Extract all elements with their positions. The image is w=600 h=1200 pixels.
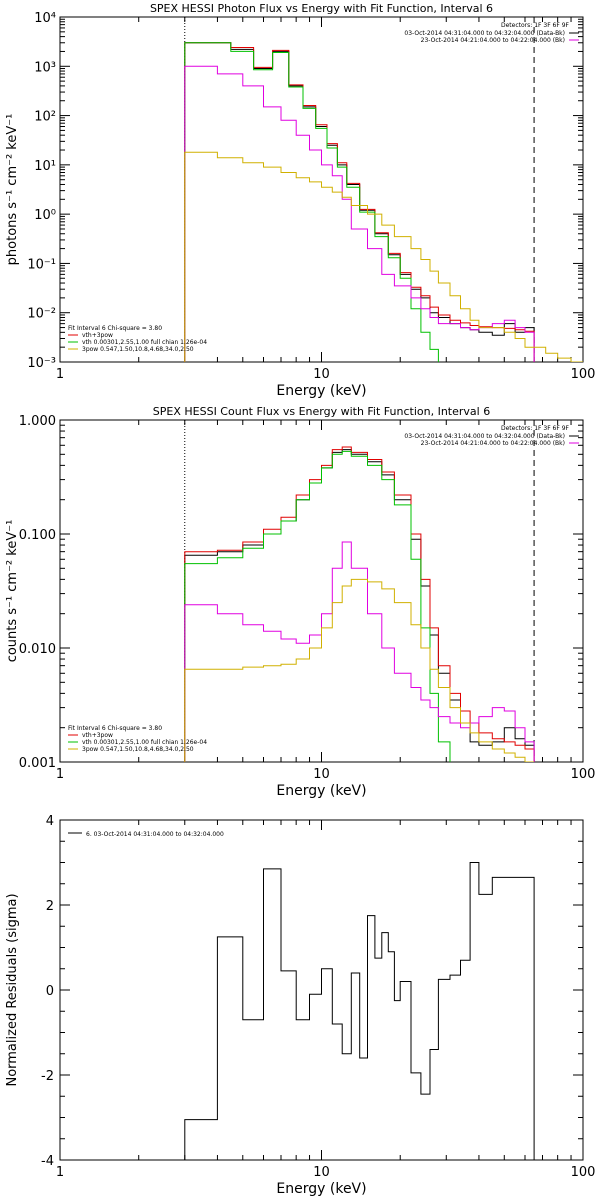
- legend-entry: 23-Oct-2014 04:21:04.000 to 04:22:04.000…: [421, 440, 565, 447]
- chart-panel-3: 1 10 100 Energy (keV) -4 -2 0 2 4 Normalized Resi…: [5, 814, 595, 1197]
- y-axis-ticks: [60, 16, 583, 363]
- y-tick-label: 1.000: [19, 414, 56, 429]
- data-series-1: [184, 862, 535, 1160]
- chart-panel-2: SPEX HESSI Count Flux vs Energy with Fit…: [5, 405, 595, 799]
- y-tick-label: 10⁻³: [27, 356, 56, 371]
- fit-legend-entry: Fit Interval 6 Chi-square = 3.80: [68, 325, 162, 332]
- y-axis-label: counts s⁻¹ cm⁻² keV⁻¹: [5, 520, 20, 663]
- data-series-2: [184, 446, 535, 762]
- y-tick-label: 10³: [34, 60, 56, 75]
- x-tick-label: 1: [56, 1165, 64, 1180]
- y-tick-label: -2: [41, 1069, 54, 1084]
- x-axis-label: Energy (keV): [276, 1181, 366, 1197]
- legend-header: Detectors: 1F 3F 6F 9F: [501, 425, 570, 432]
- y-tick-label: 0.001: [19, 756, 56, 771]
- data-series-4: [184, 541, 535, 762]
- x-tick-label: 1: [56, 767, 64, 782]
- chart-title: SPEX HESSI Photon Flux vs Energy with Fi…: [150, 2, 493, 15]
- y-tick-label: 2: [46, 899, 54, 914]
- x-tick-label: 10: [313, 367, 330, 382]
- x-tick-label: 100: [571, 1165, 596, 1180]
- x-axis-ticks: [59, 17, 584, 362]
- legend-header: Detectors: 1F 3F 6F 9F: [501, 22, 570, 29]
- chart-panel-1: SPEX HESSI Photon Flux vs Energy with Fi…: [5, 2, 595, 399]
- y-tick-label: 10⁴: [34, 11, 56, 26]
- fit-legend-entry: 3pow 0.547,1.50,10.8,4.68,34.0,2.50: [82, 746, 194, 753]
- fit-legend-entry: vth 0.00301,2.55,1.00 full chian 1.26e-0…: [82, 339, 207, 346]
- y-tick-label: 0.100: [19, 528, 56, 543]
- series-group: [184, 862, 535, 1160]
- data-series-1: [184, 449, 535, 762]
- y-tick-label: 10²: [34, 110, 56, 125]
- y-axis-ticks: [60, 419, 583, 763]
- fit-legend-entry: Fit Interval 6 Chi-square = 3.80: [68, 725, 162, 732]
- data-series-5: [184, 578, 535, 762]
- fit-legend-entry: vth+3pow: [82, 732, 113, 739]
- y-axis-label: photons s⁻¹ cm⁻² keV⁻¹: [5, 114, 20, 266]
- y-tick-label: 0: [46, 984, 54, 999]
- y-tick-label: 4: [46, 814, 54, 829]
- data-series-3: [184, 450, 451, 762]
- x-axis-label: Energy (keV): [276, 383, 366, 399]
- y-tick-label: -4: [41, 1154, 54, 1169]
- y-tick-label: 10⁻²: [27, 307, 56, 322]
- legend-entry: 23-Oct-2014 04:21:04.000 to 04:22:04.000…: [421, 37, 565, 44]
- x-axis-label: Energy (keV): [276, 783, 366, 799]
- y-axis-ticks: [60, 819, 583, 1161]
- legend: 6. 03-Oct-2014 04:31:04.000 to 04:32:04.…: [68, 831, 224, 838]
- x-tick-label: 100: [571, 367, 596, 382]
- data-series-5: [184, 151, 583, 362]
- y-axis-label: Normalized Residuals (sigma): [5, 893, 20, 1086]
- y-tick-label: 0.010: [19, 642, 56, 657]
- data-series-4: [184, 65, 535, 362]
- plot-frame: [59, 16, 584, 363]
- x-tick-label: 100: [571, 767, 596, 782]
- series-group: [184, 446, 535, 762]
- data-series-3: [184, 42, 439, 362]
- legend-entry: 6. 03-Oct-2014 04:31:04.000 to 04:32:04.…: [86, 831, 224, 838]
- y-tick-label: 10⁻¹: [27, 257, 56, 272]
- fit-legend-entry: 3pow 0.547,1.50,10.8,4.68,34.0,2.50: [82, 346, 194, 353]
- y-tick-label: 10⁰: [34, 208, 56, 223]
- fit-legend-entry: vth 0.00301,2.55,1.00 full chian 1.26e-0…: [82, 739, 207, 746]
- fit-legend: Fit Interval 6 Chi-square = 3.80vth+3pow…: [68, 725, 207, 753]
- x-tick-label: 10: [313, 1165, 330, 1180]
- legend-entry: 03-Oct-2014 04:31:04.000 to 04:32:04.000…: [404, 30, 565, 37]
- x-tick-label: 1: [56, 367, 64, 382]
- chart-title: SPEX HESSI Count Flux vs Energy with Fit…: [153, 405, 490, 418]
- y-tick-label: 10¹: [34, 159, 56, 174]
- fit-legend-entry: vth+3pow: [82, 332, 113, 339]
- x-tick-label: 10: [313, 767, 330, 782]
- fit-legend: Fit Interval 6 Chi-square = 3.80vth+3pow…: [68, 325, 207, 353]
- data-series-2: [184, 42, 535, 362]
- series-group: [184, 42, 583, 362]
- legend-entry: 03-Oct-2014 04:31:04.000 to 04:32:04.000…: [404, 433, 565, 440]
